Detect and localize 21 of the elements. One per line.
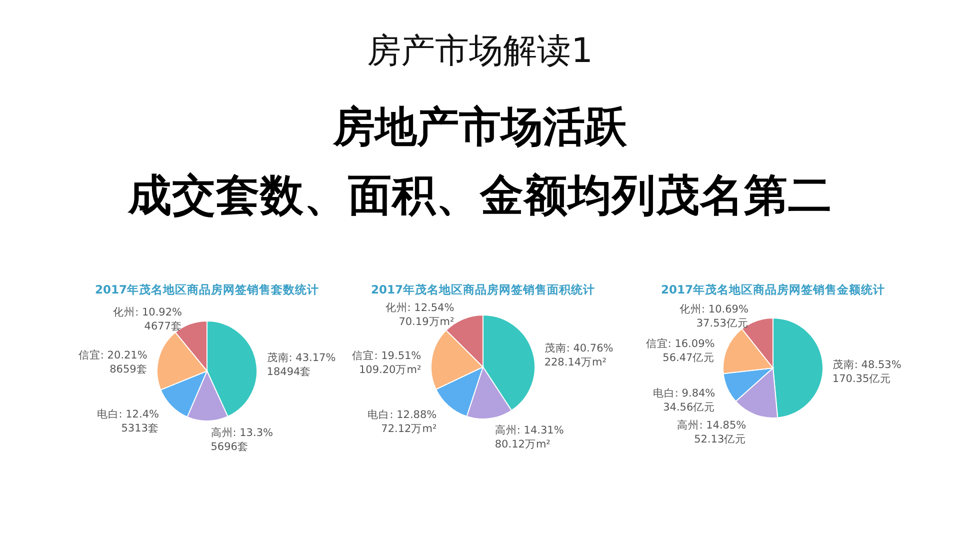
- slice-label: 信宜: 20.21% 8659套: [78, 348, 148, 376]
- slice-label: 高州: 14.85% 52.13亿元: [677, 418, 746, 446]
- slice-label: 高州: 13.3% 5696套: [210, 426, 274, 453]
- chart-title: 2017年茂名地区商品房网签销售套数统计: [94, 282, 320, 296]
- text: 房产市场解读1: [367, 31, 593, 71]
- slice-label: 信宜: 16.09% 56.47亿元: [646, 337, 715, 364]
- slice-label: 电白: 12.4% 5313套: [96, 407, 160, 434]
- slice-label: 电白: 9.84% 34.56亿元: [652, 386, 716, 414]
- slice-label: 茂南: 43.17% 18494套: [266, 350, 336, 378]
- slice-label: 化州: 10.92% 4677套: [113, 306, 182, 333]
- chart-title: 2017年茂名地区商品房网签销售面积统计: [370, 282, 596, 296]
- slice-label: 电白: 12.88% 72.12万m²: [368, 408, 437, 435]
- text: 房地产市场活跃: [332, 102, 628, 151]
- chart-title: 2017年茂名地区商品房网签销售金额统计: [660, 282, 886, 296]
- text: 成交套数、面积、金额均列茂名第二: [127, 171, 832, 221]
- slice-label: 茂南: 48.53% 170.35亿元: [832, 358, 902, 386]
- slice-label: 高州: 14.31% 80.12万m²: [494, 423, 564, 450]
- slice-label: 茂南: 40.76% 228.14万m²: [544, 342, 614, 369]
- slice-label: 化州: 12.54% 70.19万m²: [385, 300, 454, 328]
- slice-label: 信宜: 19.51% 109.20万m²: [352, 349, 422, 376]
- slice-label: 化州: 10.69% 37.53亿元: [680, 302, 748, 330]
